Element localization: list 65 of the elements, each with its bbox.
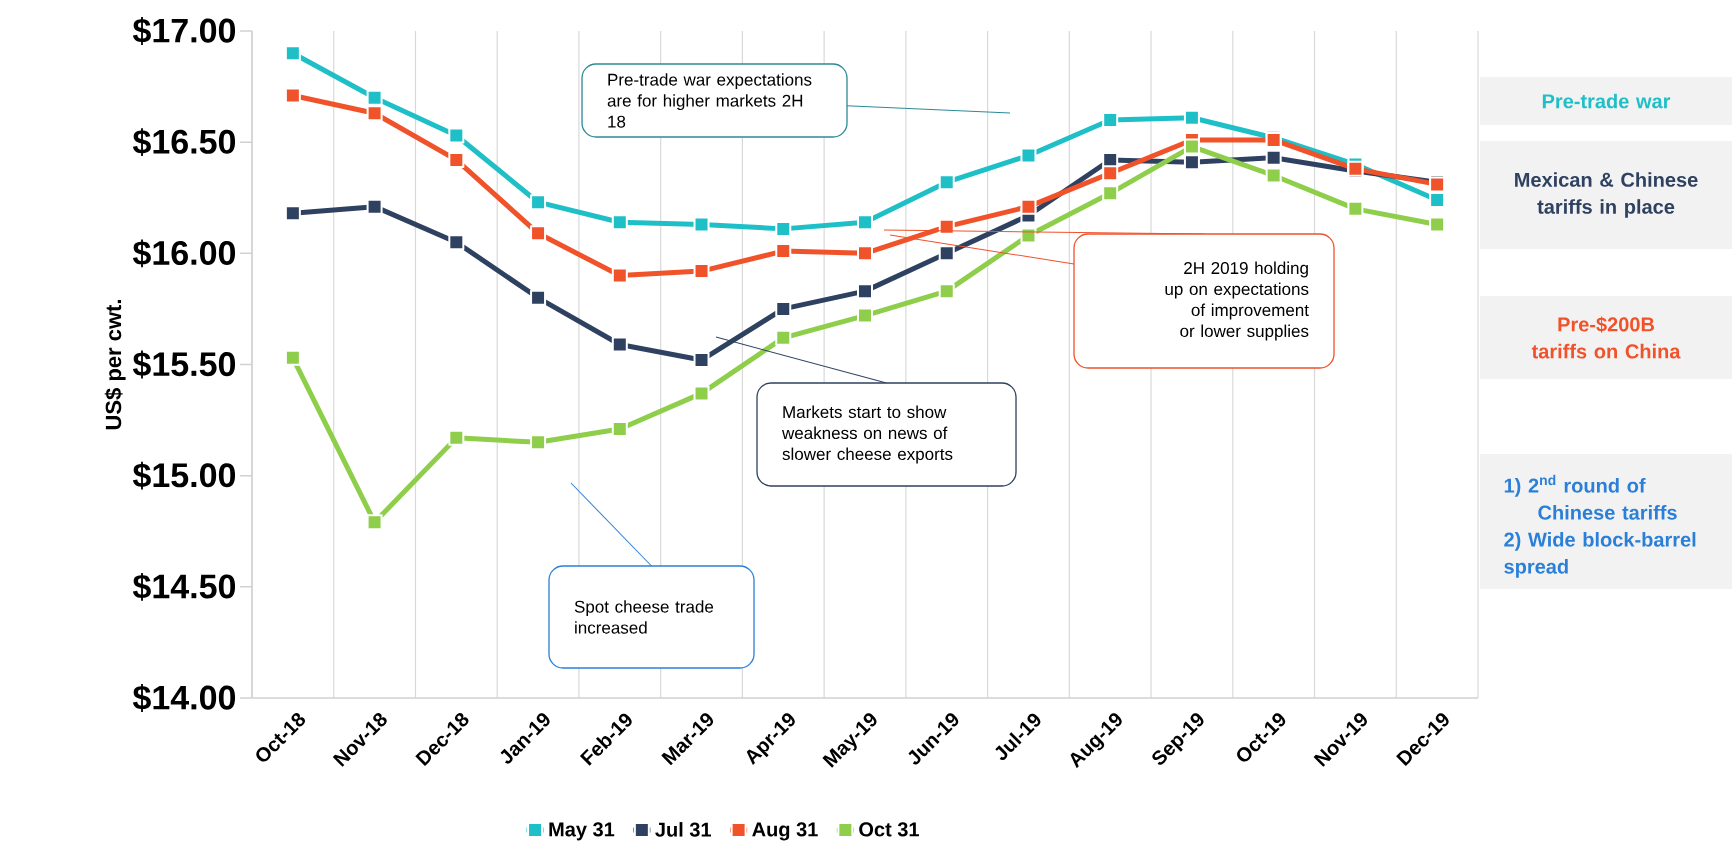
point xyxy=(1102,185,1119,202)
point xyxy=(366,89,383,106)
point xyxy=(530,225,547,242)
point xyxy=(611,336,628,353)
annotation: Pre-trade war expectations are for higher markets 2H 18 xyxy=(607,73,812,128)
y-tick-label: $16.00 xyxy=(132,239,236,268)
y-axis-title: US$ per cwt. xyxy=(104,300,126,430)
point xyxy=(284,349,301,366)
point xyxy=(1183,154,1200,171)
point xyxy=(1102,165,1119,182)
legend-label: Oct 31 xyxy=(859,822,919,837)
point xyxy=(284,87,301,104)
y-tick-label: $14.50 xyxy=(132,572,236,601)
point xyxy=(284,205,301,222)
point xyxy=(1429,216,1446,233)
point xyxy=(284,45,301,62)
point xyxy=(448,234,465,251)
y-tick-label: $15.50 xyxy=(132,350,236,379)
point xyxy=(448,127,465,144)
y-tick-label: $16.50 xyxy=(132,128,236,157)
point xyxy=(1265,149,1282,166)
point xyxy=(693,385,710,402)
point xyxy=(1020,227,1037,244)
annotation: 2H 2019 holding up on expectations of improvement or lower supplies xyxy=(1165,261,1309,341)
point xyxy=(1347,200,1364,217)
point xyxy=(366,198,383,215)
point xyxy=(448,429,465,446)
point xyxy=(857,214,873,231)
annotation: Markets start to show weakness on news of slower cheese exports xyxy=(781,405,953,464)
point xyxy=(1183,109,1200,126)
point xyxy=(1020,147,1037,164)
legend-label: May 31 xyxy=(549,822,615,841)
annotation: Spot cheese trade increased xyxy=(574,600,714,634)
point xyxy=(938,283,955,300)
point xyxy=(857,307,873,324)
y-tick-label: $14.00 xyxy=(132,684,236,712)
point xyxy=(857,283,873,300)
point xyxy=(775,329,792,346)
point xyxy=(1265,167,1282,184)
point xyxy=(938,218,955,235)
point xyxy=(1429,191,1446,208)
point xyxy=(611,214,628,231)
point xyxy=(938,245,955,262)
point xyxy=(938,174,955,191)
point xyxy=(530,194,547,211)
point xyxy=(857,245,873,262)
point xyxy=(611,267,628,284)
point xyxy=(611,420,628,437)
point xyxy=(1183,138,1200,155)
point xyxy=(448,151,465,168)
legend-label: Aug 31 xyxy=(752,822,818,841)
y-tick-label: $15.00 xyxy=(132,461,236,490)
point xyxy=(366,105,383,122)
text: 2) Wide block-barrel spread xyxy=(1504,532,1696,578)
y-tick-label: $17.00 xyxy=(132,17,236,45)
text: Mexican & Chinese tariffs in place xyxy=(1515,172,1698,218)
point xyxy=(1020,198,1037,215)
text: Pre-trade war xyxy=(1542,93,1671,109)
point xyxy=(366,514,383,531)
point xyxy=(530,289,547,306)
point xyxy=(530,434,547,451)
text: 1) 2$^{nd}$ round of Chinese tariffs xyxy=(1504,474,1677,520)
point xyxy=(693,216,710,233)
legend-label: Jul 31 xyxy=(655,822,712,837)
text: Pre-$200B tariffs on China xyxy=(1531,316,1681,359)
